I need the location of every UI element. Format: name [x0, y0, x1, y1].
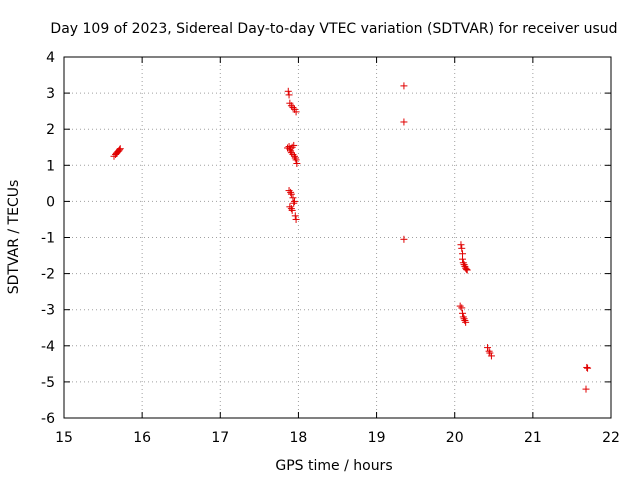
data-point: [290, 199, 298, 207]
y-tick-label: 0: [46, 194, 55, 210]
y-tick-label: -6: [41, 411, 55, 427]
data-point: [116, 145, 124, 153]
x-axis-ticks: 15 16 17 18 19 20 21 22: [55, 57, 620, 446]
x-tick-label: 17: [211, 430, 229, 446]
data-point: [285, 91, 293, 99]
data-point: [287, 102, 295, 110]
y-tick-label: -3: [41, 303, 55, 319]
y-tick-label: 4: [46, 50, 55, 66]
y-axis-label: SDTVAR / TECUs: [6, 180, 22, 295]
data-point: [290, 141, 298, 149]
data-point: [459, 313, 467, 321]
data-point: [115, 146, 123, 154]
data-point: [458, 304, 466, 312]
data-point: [287, 149, 295, 157]
data-point: [584, 364, 592, 372]
y-tick-label: -5: [41, 375, 55, 391]
data-point: [287, 190, 295, 198]
data-point: [459, 309, 467, 317]
data-point: [485, 347, 493, 355]
y-tick-label: -2: [41, 267, 55, 283]
data-point: [291, 154, 299, 162]
grid-lines: [64, 57, 611, 418]
data-point: [462, 265, 470, 273]
data-point: [286, 203, 294, 211]
data-point: [486, 349, 494, 357]
data-point: [291, 152, 299, 160]
x-tick-label: 19: [368, 430, 386, 446]
data-point: [291, 212, 299, 220]
data-point: [484, 344, 492, 352]
data-point: [459, 255, 467, 263]
x-tick-label: 20: [446, 430, 464, 446]
data-point: [460, 315, 468, 323]
x-axis-label: GPS time / hours: [275, 458, 392, 474]
data-point: [583, 363, 591, 371]
x-tick-label: 15: [55, 430, 73, 446]
data-point: [287, 205, 295, 213]
y-tick-label: -4: [41, 339, 55, 355]
data-point: [400, 235, 408, 243]
data-point: [287, 188, 295, 196]
data-point: [487, 352, 495, 360]
y-axis-ticks: -6 -5 -4 -3 -2 -1 0 1 2 3 4: [41, 50, 611, 427]
data-point: [285, 187, 293, 195]
data-point: [462, 318, 470, 326]
x-tick-label: 18: [290, 430, 308, 446]
data-point: [461, 317, 469, 325]
chart-title: Day 109 of 2023, Sidereal Day-to-day VTE…: [50, 21, 617, 37]
data-point: [459, 259, 467, 267]
data-point: [288, 143, 296, 151]
data-point: [461, 262, 469, 270]
data-point: [460, 261, 468, 269]
data-point: [457, 241, 465, 249]
y-tick-label: -1: [41, 231, 55, 247]
y-tick-label: 3: [46, 86, 55, 102]
data-point: [289, 194, 297, 202]
data-point: [292, 215, 300, 223]
data-point: [284, 87, 292, 95]
data-point: [462, 264, 470, 272]
data-point: [400, 118, 408, 126]
data-point: [291, 197, 299, 205]
data-point: [289, 150, 297, 158]
x-tick-label: 21: [524, 430, 542, 446]
x-tick-label: 16: [133, 430, 151, 446]
data-point: [463, 266, 471, 274]
data-points: [110, 82, 592, 393]
data-point: [400, 82, 408, 90]
x-tick-label: 22: [602, 430, 620, 446]
data-point: [287, 147, 295, 155]
data-point: [458, 244, 466, 252]
data-point: [293, 159, 301, 167]
data-point: [292, 156, 300, 164]
data-point: [289, 104, 297, 112]
y-tick-label: 1: [46, 158, 55, 174]
data-point: [456, 302, 464, 310]
data-point: [288, 206, 296, 214]
data-point: [582, 385, 590, 393]
data-point: [292, 108, 300, 116]
y-tick-label: 2: [46, 122, 55, 138]
